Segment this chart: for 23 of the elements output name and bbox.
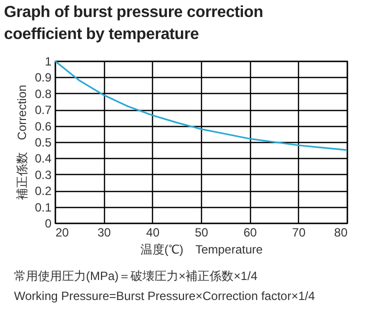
y-tick-label: 0.3 (34, 168, 52, 182)
x-tick-label: 20 (56, 226, 70, 240)
x-tick-label: 80 (334, 226, 348, 240)
y-tick-label: 0.7 (34, 103, 52, 118)
y-tick-label: 0.6 (34, 119, 52, 134)
text: Working Pressure=Burst Pressure×Correction factor×1/4 (14, 288, 315, 305)
y-tick-label: 0.9 (34, 70, 52, 85)
y-tick-label: 0.2 (34, 184, 52, 198)
x-tick-label: 50 (194, 226, 208, 240)
x-tick-label: 60 (243, 226, 258, 240)
y-tick-label: 1 (44, 54, 52, 68)
y-tick-label: 0.8 (34, 86, 52, 101)
y-tick-label: 0.5 (34, 136, 52, 150)
y-tick-label: 0.4 (34, 152, 52, 166)
x-tick-label: 70 (292, 226, 306, 240)
y-tick-label: 0 (44, 216, 52, 230)
x-tick-label: 30 (97, 226, 112, 240)
y-tick-label: 0.1 (34, 200, 52, 214)
y-axis-title: 補正係数 Correction (14, 84, 29, 200)
x-tick-label: 40 (146, 226, 160, 240)
x-axis-title: 温度(℃) Temperature (140, 242, 264, 256)
chart-title: Graph of burst pressure correction coefficient by temperature (4, 3, 264, 45)
text: 常用使用圧力(MPa)＝破壊圧力×補正係数×1/4 (14, 268, 258, 285)
